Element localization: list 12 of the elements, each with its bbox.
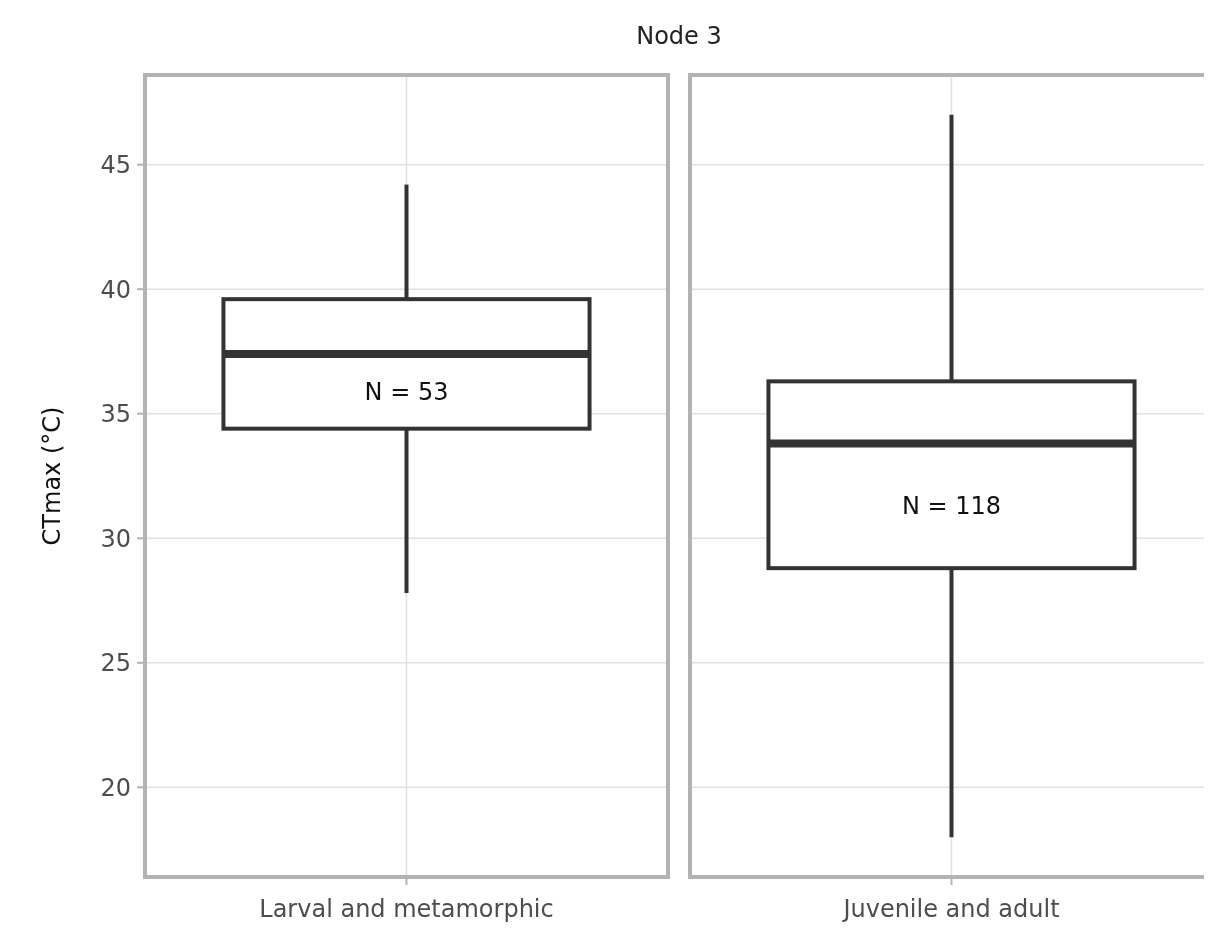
y-tick-label: 30 xyxy=(100,524,131,553)
annotation: N = 53 xyxy=(364,377,449,406)
x-tick-label: Juvenile and adult xyxy=(841,895,1060,923)
annotation: N = 118 xyxy=(901,492,1002,521)
y-tick-label: 45 xyxy=(100,151,131,180)
x-tick-label: Larval and metamorphic xyxy=(259,895,554,923)
y-tick-label: 20 xyxy=(100,773,131,802)
y-axis-title: CTmax (°C) xyxy=(38,406,66,546)
y-tick-label: 25 xyxy=(100,649,131,678)
chart-title: Node 3 xyxy=(636,22,722,50)
y-tick-label: 40 xyxy=(100,275,131,304)
y-tick-label: 35 xyxy=(100,400,131,429)
